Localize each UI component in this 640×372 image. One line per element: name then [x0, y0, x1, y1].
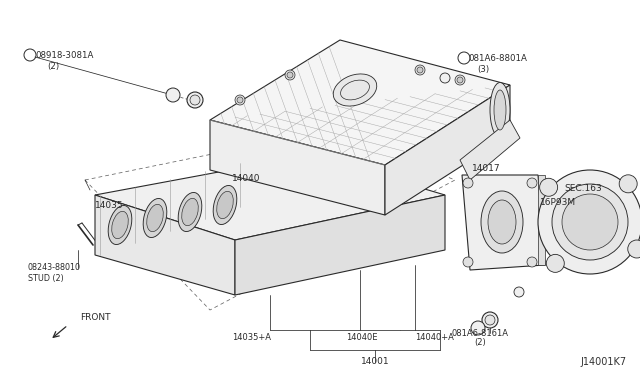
Circle shape: [417, 67, 423, 73]
Ellipse shape: [494, 90, 506, 130]
Circle shape: [440, 73, 450, 83]
Polygon shape: [210, 120, 385, 215]
Ellipse shape: [481, 191, 523, 253]
Text: 08243-88010: 08243-88010: [28, 263, 81, 273]
Circle shape: [166, 88, 180, 102]
Ellipse shape: [333, 74, 377, 106]
Circle shape: [235, 95, 245, 105]
Circle shape: [538, 170, 640, 274]
Polygon shape: [95, 155, 445, 240]
Circle shape: [455, 75, 465, 85]
Ellipse shape: [213, 186, 237, 225]
Text: FRONT: FRONT: [80, 312, 111, 321]
Ellipse shape: [217, 191, 233, 219]
Text: J14001K7: J14001K7: [580, 357, 626, 367]
Ellipse shape: [490, 83, 510, 138]
Ellipse shape: [112, 211, 128, 239]
Polygon shape: [462, 175, 545, 270]
Ellipse shape: [182, 198, 198, 226]
Text: STUD (2): STUD (2): [28, 273, 64, 282]
Polygon shape: [210, 40, 510, 165]
Ellipse shape: [108, 205, 132, 244]
Circle shape: [187, 92, 203, 108]
Circle shape: [287, 72, 293, 78]
Polygon shape: [460, 120, 520, 180]
Text: (3): (3): [477, 64, 489, 74]
Circle shape: [540, 178, 557, 196]
Circle shape: [562, 194, 618, 250]
Text: 14035: 14035: [95, 201, 124, 209]
Text: (2): (2): [474, 339, 486, 347]
Ellipse shape: [143, 199, 167, 238]
Circle shape: [628, 240, 640, 258]
Text: 14040: 14040: [232, 173, 260, 183]
Circle shape: [457, 77, 463, 83]
Circle shape: [619, 175, 637, 193]
Circle shape: [463, 178, 473, 188]
Text: 14001: 14001: [361, 356, 389, 366]
Ellipse shape: [488, 200, 516, 244]
Polygon shape: [538, 175, 545, 265]
Circle shape: [415, 65, 425, 75]
Circle shape: [190, 95, 200, 105]
Circle shape: [547, 254, 564, 272]
Circle shape: [285, 70, 295, 80]
Text: 14017: 14017: [472, 164, 500, 173]
Circle shape: [514, 287, 524, 297]
Polygon shape: [235, 195, 445, 295]
Text: 16P93M: 16P93M: [540, 198, 576, 206]
Circle shape: [463, 257, 473, 267]
Text: 08918-3081A: 08918-3081A: [35, 51, 93, 60]
Ellipse shape: [147, 204, 163, 232]
Text: 081A6-8161A: 081A6-8161A: [451, 328, 509, 337]
Text: SEC.163: SEC.163: [564, 183, 602, 192]
Text: 14040E: 14040E: [346, 333, 378, 341]
Ellipse shape: [178, 192, 202, 231]
Polygon shape: [95, 195, 235, 295]
Text: 14035+A: 14035+A: [232, 333, 271, 341]
Text: 081A6-8801A: 081A6-8801A: [468, 54, 527, 62]
Text: (2): (2): [47, 61, 59, 71]
Circle shape: [471, 321, 485, 335]
Circle shape: [527, 257, 537, 267]
Circle shape: [482, 312, 498, 328]
Circle shape: [527, 178, 537, 188]
Circle shape: [237, 97, 243, 103]
Circle shape: [552, 184, 628, 260]
Polygon shape: [385, 85, 510, 215]
Text: 14040+A: 14040+A: [415, 333, 454, 341]
Circle shape: [485, 315, 495, 325]
